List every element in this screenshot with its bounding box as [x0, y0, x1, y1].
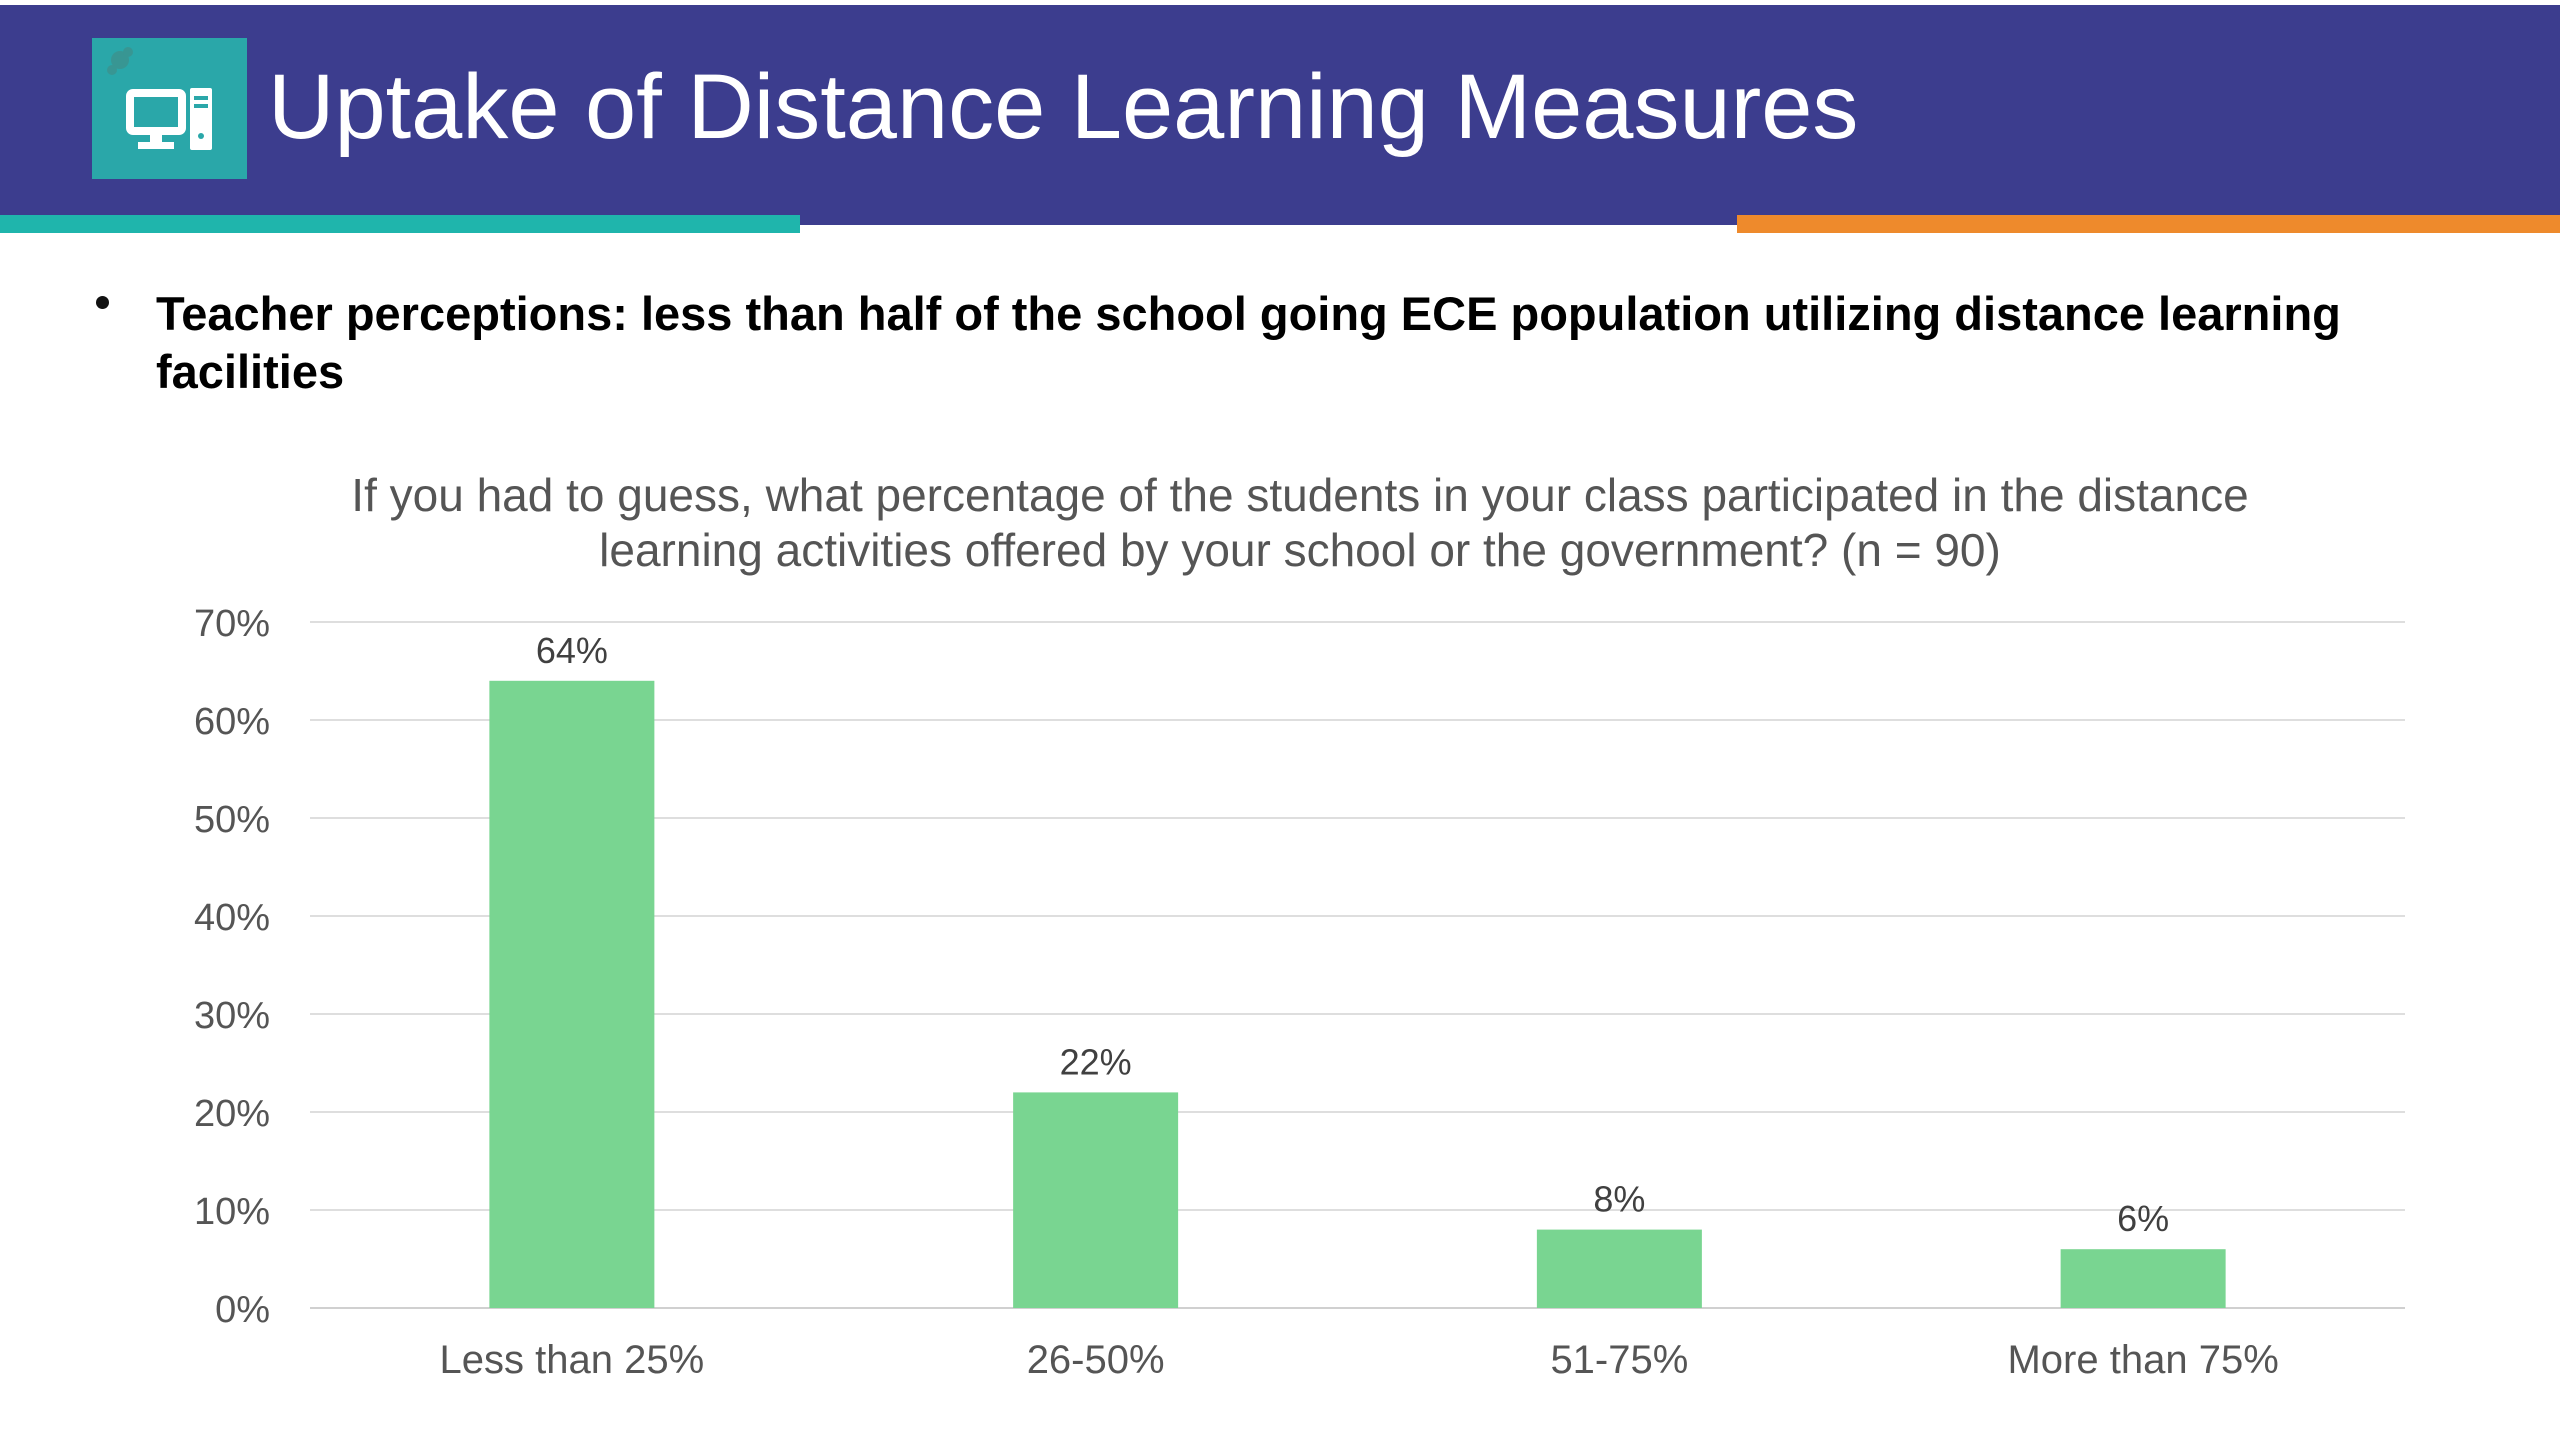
data-label: 22% — [1060, 1041, 1132, 1082]
y-tick-label: 60% — [194, 701, 270, 743]
header-accent-teal — [0, 215, 800, 233]
y-tick-label: 20% — [194, 1093, 270, 1135]
bar — [2060, 1249, 2226, 1308]
bullet-marker — [96, 296, 109, 309]
header-accent-orange — [1737, 215, 2560, 233]
y-tick-label: 50% — [194, 799, 270, 841]
bar — [489, 680, 655, 1308]
desktop-computer-icon — [92, 38, 247, 179]
chart-title: If you had to guess, what percentage of … — [351, 469, 2249, 576]
x-category-label: Less than 25% — [440, 1338, 705, 1382]
x-category-label: More than 75% — [2007, 1338, 2278, 1382]
data-label: 6% — [2117, 1198, 2169, 1239]
bar — [1536, 1229, 1702, 1308]
data-label: 64% — [536, 630, 608, 671]
y-tick-label: 30% — [194, 995, 270, 1037]
slide-header — [0, 5, 2560, 225]
data-label: 8% — [1593, 1179, 1645, 1220]
y-tick-label: 0% — [215, 1289, 270, 1331]
bar — [1013, 1092, 1179, 1308]
y-tick-label: 40% — [194, 897, 270, 939]
slide-title: Uptake of Distance Learning Measures — [268, 56, 1859, 158]
bullet-text: Teacher perceptions: less than half of t… — [156, 287, 2341, 398]
x-category-label: 26-50% — [1027, 1338, 1165, 1382]
bar-chart: 0% 10% 20% 30% 40% 50% 60% 70% 64% Less than 25% 2… — [194, 603, 2405, 1382]
y-tick-label: 10% — [194, 1191, 270, 1233]
x-category-label: 51-75% — [1550, 1338, 1688, 1382]
y-tick-label: 70% — [194, 603, 270, 645]
